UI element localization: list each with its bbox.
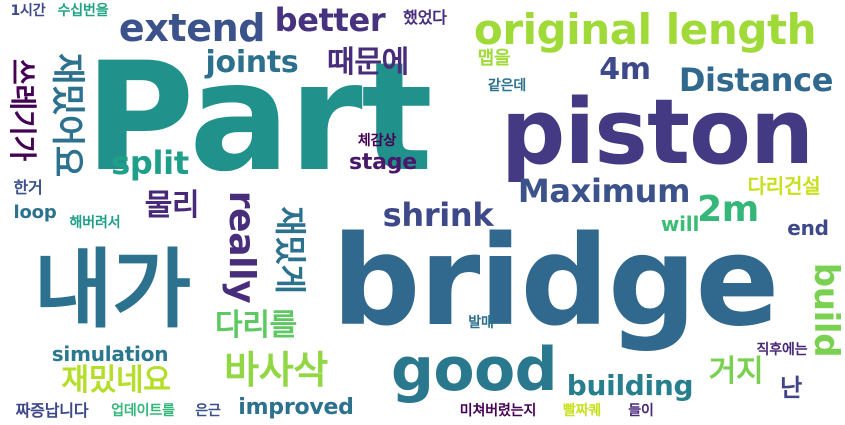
word-maebeul: 맵을 bbox=[477, 48, 511, 69]
word-end: end bbox=[787, 216, 829, 240]
word-hangeo: 한거 bbox=[13, 178, 43, 197]
word-eopdeiteureul: 업데이트를 bbox=[111, 403, 175, 419]
word-build-vertical: build bbox=[806, 262, 845, 358]
word-ppaljjakwe: 빨짜퀘 bbox=[562, 403, 602, 419]
word-building: building bbox=[566, 369, 694, 402]
word-part: Part bbox=[84, 31, 433, 205]
word-michyeobeoryeonneunji: 미쳐버렸는지 bbox=[459, 403, 537, 419]
word-distance: Distance bbox=[678, 61, 834, 99]
word-stage: stage bbox=[348, 150, 418, 175]
word-basasak: 바사삭 bbox=[224, 348, 328, 392]
word-jaemisseoyo-vertical: 재밌어요 bbox=[47, 53, 87, 177]
word-shrink: shrink bbox=[382, 196, 494, 234]
word-1sigan: 1시간 bbox=[10, 3, 46, 19]
word-jjajeungnamnida: 짜증납니다 bbox=[15, 401, 89, 420]
word-jaemitge-vertical: 재밌게 bbox=[271, 206, 309, 294]
word-maximum: Maximum bbox=[517, 172, 691, 210]
word-mulli: 물리 bbox=[144, 188, 200, 223]
word-jaemitneyo: 재밌네요 bbox=[61, 363, 171, 398]
word-original-length: original length bbox=[473, 5, 817, 54]
word-gateunde: 같은데 bbox=[487, 78, 527, 94]
word-bridge: bridge bbox=[331, 210, 780, 354]
word-deuri: 들이 bbox=[628, 403, 654, 419]
word-joints: joints bbox=[205, 45, 299, 80]
word-4m: 4m bbox=[599, 52, 651, 87]
word-simulation: simulation bbox=[51, 342, 169, 366]
word-darigeonseol: 다리건설 bbox=[747, 174, 821, 198]
word-susipbeoneul: 수십번을 bbox=[57, 3, 109, 19]
word-will: will bbox=[660, 212, 700, 236]
word-geoji: 거지 bbox=[708, 354, 764, 389]
word-2m: 2m bbox=[697, 189, 759, 230]
word-extend: extend bbox=[118, 6, 266, 50]
word-piston: piston bbox=[500, 80, 814, 185]
word-ttaemune: 때문에 bbox=[327, 45, 409, 80]
word-eungeun: 은근 bbox=[195, 403, 221, 419]
word-balmae: 발매 bbox=[468, 315, 494, 331]
word-naega: 내가 bbox=[33, 240, 191, 340]
word-haesseotda: 했었다 bbox=[403, 8, 447, 27]
word-jikhueneun: 직후에는 bbox=[756, 342, 808, 358]
word-haebeoryeoseo: 해버려서 bbox=[69, 215, 121, 231]
word-better: better bbox=[274, 1, 386, 39]
word-good: good bbox=[391, 335, 558, 405]
word-split: split bbox=[111, 144, 189, 182]
word-nan: 난 bbox=[780, 374, 802, 402]
word-really-vertical: really bbox=[221, 190, 262, 304]
word-improved: improved bbox=[238, 395, 354, 420]
word-sseuregiga-vertical: 쓰레기가 bbox=[6, 59, 39, 161]
word-darireul: 다리를 bbox=[215, 308, 297, 343]
word-loop: loop bbox=[13, 202, 57, 223]
word-chegamsang: 체감상 bbox=[357, 133, 397, 149]
